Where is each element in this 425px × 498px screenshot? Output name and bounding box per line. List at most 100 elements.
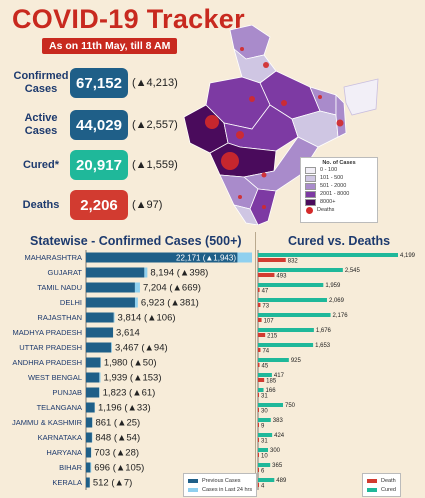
bar-last24 bbox=[144, 267, 148, 278]
cured-value-label: 1,676 bbox=[316, 328, 332, 334]
page-title: COVID-19 Tracker bbox=[12, 4, 245, 34]
bar-cured bbox=[258, 373, 272, 377]
death-marker bbox=[281, 100, 287, 106]
bar-cured bbox=[258, 388, 264, 392]
death-value-label: 493 bbox=[276, 274, 287, 280]
category-label: KARNATAKA bbox=[38, 433, 82, 442]
death-value-label: 215 bbox=[267, 334, 278, 340]
deaths-value: 2,206 bbox=[70, 190, 128, 220]
bar-last24 bbox=[111, 342, 112, 353]
map-legend-label: 8000+ bbox=[320, 199, 336, 205]
bar-value-label: 1,196 (▲33) bbox=[98, 403, 151, 414]
map-legend-swatch bbox=[305, 190, 316, 198]
bar-cured bbox=[258, 358, 289, 362]
bar-death bbox=[258, 483, 259, 487]
india-map bbox=[183, 25, 379, 225]
bar-last24 bbox=[99, 372, 101, 383]
bar-cured bbox=[258, 478, 275, 482]
bar-last24 bbox=[237, 252, 252, 263]
death-value-label: 832 bbox=[288, 259, 299, 265]
bar-death bbox=[258, 318, 262, 322]
category-label: DELHI bbox=[60, 298, 82, 307]
map-legend-label: 101 - 500 bbox=[320, 175, 344, 181]
bar-previous bbox=[86, 402, 95, 413]
bar-death bbox=[258, 273, 275, 277]
bar-cured bbox=[258, 418, 271, 422]
cured-value-label: 2,069 bbox=[329, 298, 345, 304]
bar-value-label: 512 (▲7) bbox=[93, 478, 133, 489]
cured-value-label: 2,545 bbox=[345, 268, 361, 274]
bar-death bbox=[258, 393, 260, 397]
bar-cured bbox=[258, 253, 398, 257]
category-label: UTTAR PRADESH bbox=[19, 343, 82, 352]
cured-value: 20,917 bbox=[70, 150, 128, 180]
death-marker bbox=[249, 96, 255, 102]
bar-previous bbox=[86, 372, 100, 383]
death-value-label: 31 bbox=[261, 439, 268, 445]
deaths-label: Deaths bbox=[22, 199, 60, 211]
death-marker bbox=[236, 131, 244, 139]
map-legend-label: 501 - 2000 bbox=[320, 183, 347, 189]
deaths-delta: (▲97) bbox=[132, 199, 163, 211]
map-legend-title: No. of Cases bbox=[322, 160, 356, 166]
map-state-wb bbox=[335, 94, 347, 138]
bar-death bbox=[258, 348, 261, 352]
bar-cured bbox=[258, 433, 273, 437]
death-marker bbox=[205, 115, 219, 129]
bar-cured bbox=[258, 403, 284, 407]
bar-value-label: 696 (▲105) bbox=[94, 463, 144, 474]
death-value-label: 185 bbox=[266, 379, 277, 385]
cured-value-label: 383 bbox=[273, 418, 284, 424]
bar-value-label: 6,923 (▲381) bbox=[141, 298, 199, 309]
map-legend-deaths-dot bbox=[306, 206, 313, 214]
bar-death bbox=[258, 453, 259, 457]
right-chart-legend: Death Cured bbox=[362, 473, 401, 497]
bar-previous bbox=[86, 297, 135, 308]
bar-death bbox=[258, 378, 265, 382]
active-delta: (▲2,557) bbox=[132, 119, 178, 131]
bar-value-label: 848 (▲54) bbox=[95, 433, 140, 444]
bar-previous bbox=[86, 387, 100, 398]
bar-cured bbox=[258, 448, 269, 452]
bar-value-label: 1,939 (▲153) bbox=[104, 373, 162, 384]
map-legend: No. of Cases 0 - 100 101 - 500 501 - 2000 2… bbox=[300, 157, 378, 223]
bar-last24 bbox=[90, 462, 92, 473]
legend-swatch-previous bbox=[188, 478, 198, 483]
bar-previous bbox=[86, 267, 145, 278]
cured-value-label: 166 bbox=[266, 388, 277, 394]
map-legend-deaths: Deaths bbox=[301, 206, 377, 214]
cured-delta: (▲1,559) bbox=[132, 159, 178, 171]
death-value-label: 30 bbox=[261, 409, 268, 415]
legend-swatch-death bbox=[367, 478, 377, 483]
bar-previous bbox=[86, 477, 90, 488]
active-label: Active Cases bbox=[24, 112, 58, 137]
bar-value-label: 3,614 bbox=[116, 328, 140, 339]
death-marker bbox=[240, 47, 244, 51]
death-value-label: 31 bbox=[261, 394, 268, 400]
bar-death bbox=[258, 468, 259, 472]
cured-value-label: 365 bbox=[272, 463, 283, 469]
bar-last24 bbox=[113, 312, 115, 323]
bar-cured bbox=[258, 328, 314, 332]
bar-cured bbox=[258, 313, 331, 317]
death-marker bbox=[336, 119, 344, 127]
cured-vs-deaths-chart: 4,199 832 2,545 493 1,959 47 2,069 73 2,176 107 1,… bbox=[257, 250, 416, 490]
bar-previous bbox=[86, 447, 92, 458]
map-legend-item: 101 - 500 bbox=[301, 174, 377, 182]
category-label: JAMMU & KASHMIR bbox=[12, 418, 83, 427]
death-value-label: 9 bbox=[261, 424, 265, 430]
map-state-kerala bbox=[233, 204, 259, 225]
cured-label: Cured* bbox=[22, 159, 60, 171]
bar-value-label: 1,823 (▲61) bbox=[103, 388, 156, 399]
cured-value-label: 4,199 bbox=[400, 253, 416, 259]
bar-value-label: 703 (▲28) bbox=[94, 448, 139, 459]
bar-death bbox=[258, 438, 260, 442]
left-chart-legend: Previous Cases Cases in Last 24 hrs bbox=[183, 473, 258, 497]
death-value-label: 73 bbox=[262, 304, 269, 310]
legend-swatch-last24 bbox=[188, 487, 198, 492]
map-legend-deaths-label: Deaths bbox=[317, 207, 335, 213]
bar-death bbox=[258, 288, 260, 292]
bar-cured bbox=[258, 463, 271, 467]
category-label: BIHAR bbox=[59, 463, 83, 472]
category-label: HARYANA bbox=[46, 448, 82, 457]
